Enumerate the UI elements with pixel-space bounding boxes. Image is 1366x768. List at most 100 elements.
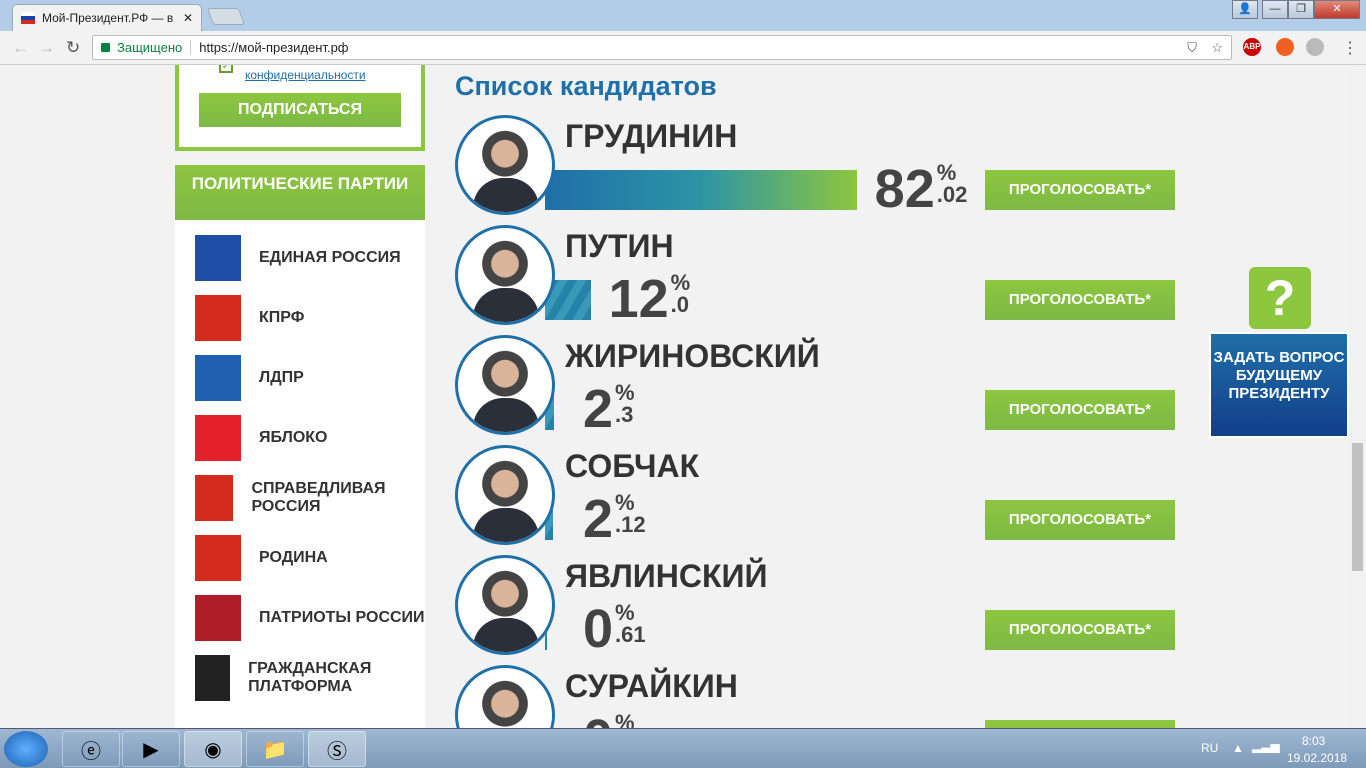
media-player-icon[interactable]: ▶: [122, 731, 180, 767]
ie-icon[interactable]: ⓔ: [62, 731, 120, 767]
percent-sign: %: [615, 490, 635, 515]
start-button[interactable]: [4, 731, 48, 767]
party-item[interactable]: ПАТРИОТЫ РОССИИ: [195, 590, 425, 646]
candidate-percent: 82% .02: [874, 159, 968, 219]
back-icon[interactable]: ←: [12, 38, 29, 57]
new-tab-button[interactable]: [206, 8, 246, 25]
ask-question-widget[interactable]: ? ЗАДАТЬ ВОПРОС БУДУЩЕМУ ПРЕЗИДЕНТУ: [1209, 267, 1349, 438]
maximize-button[interactable]: ❐: [1288, 0, 1314, 19]
close-tab-icon[interactable]: ✕: [182, 11, 193, 25]
candidate-name: ЯВЛИНСКИЙ: [565, 558, 768, 594]
candidate-row: ПУТИН 12% .0 ПРОГОЛОСОВАТЬ*: [455, 220, 1185, 330]
toolbar: ← → ↻ Защищено https://мой-президент.рф …: [0, 31, 1366, 65]
scrollbar[interactable]: [1349, 65, 1366, 728]
candidate-row: ЖИРИНОВСКИЙ 2% .3 ПРОГОЛОСОВАТЬ*: [455, 330, 1185, 440]
close-window-button[interactable]: ✕: [1314, 0, 1360, 19]
subscribe-button[interactable]: ПОДПИСАТЬСЯ: [199, 93, 401, 127]
reload-icon[interactable]: ↻: [66, 38, 81, 57]
candidate-percent: 2% .12: [583, 489, 646, 549]
party-name: ЯБЛОКО: [259, 429, 328, 446]
extension-search-icon[interactable]: [1306, 38, 1324, 56]
party-logo-icon: [195, 595, 241, 641]
candidate-row: ГРУДИНИН 82% .02 ПРОГОЛОСОВАТЬ*: [455, 110, 1185, 220]
russia-flag-icon: [21, 12, 35, 24]
candidate-photo: [455, 335, 555, 435]
ask-question-button[interactable]: ЗАДАТЬ ВОПРОС БУДУЩЕМУ ПРЕЗИДЕНТУ: [1209, 332, 1349, 438]
percent-sign: %: [615, 380, 635, 405]
candidate-photo: [455, 445, 555, 545]
party-logo-icon: [195, 295, 241, 341]
party-name: ПАТРИОТЫ РОССИИ: [259, 609, 425, 626]
party-item[interactable]: ЕДИНАЯ РОССИЯ: [195, 230, 425, 286]
parties-panel: ПОЛИТИЧЕСКИЕ ПАРТИИ ЕДИНАЯ РОССИЯ КПРФ ЛДП…: [175, 165, 425, 728]
question-icon: ?: [1249, 267, 1311, 329]
party-logo-icon: [195, 535, 241, 581]
vote-button[interactable]: ПРОГОЛОСОВАТЬ*: [985, 390, 1175, 430]
page-title: Список кандидатов: [455, 71, 717, 101]
vote-button[interactable]: ПРОГОЛОСОВАТЬ*: [985, 720, 1175, 728]
vote-button[interactable]: ПРОГОЛОСОВАТЬ*: [985, 500, 1175, 540]
language-indicator[interactable]: RU: [1201, 741, 1219, 755]
taskbar: ⓔ ▶ ◉ 📁 Ⓢ RU ▲ ▂▃▅ 8:03 19.02.2018: [0, 728, 1366, 768]
party-item[interactable]: РОДИНА: [195, 530, 425, 586]
percent-sign: %: [936, 160, 957, 185]
scrollbar-thumb[interactable]: [1352, 443, 1363, 571]
vote-button[interactable]: ПРОГОЛОСОВАТЬ*: [985, 170, 1175, 210]
percent-sign: %: [615, 710, 635, 729]
vote-button[interactable]: ПРОГОЛОСОВАТЬ*: [985, 280, 1175, 320]
bookmark-star-icon[interactable]: ☆: [1211, 39, 1223, 55]
party-item[interactable]: ЛДПР: [195, 350, 425, 406]
candidate-name: СОБЧАК: [565, 448, 700, 484]
extension-icon[interactable]: [1276, 38, 1294, 56]
party-item[interactable]: СПРАВЕДЛИВАЯ РОССИЯ: [195, 470, 425, 526]
forward-icon[interactable]: →: [38, 38, 55, 57]
candidate-name: ЖИРИНОВСКИЙ: [565, 338, 820, 374]
candidate-percent: 0%: [583, 710, 635, 729]
chrome-icon[interactable]: ◉: [184, 731, 242, 767]
privacy-link[interactable]: конфиденциальности: [245, 68, 366, 82]
candidate-row: ЯВЛИНСКИЙ 0% .61 ПРОГОЛОСОВАТЬ*: [455, 550, 1185, 660]
candidate-percent: 0% .61: [583, 599, 646, 659]
address-bar[interactable]: Защищено https://мой-президент.рф ⛉ ☆: [92, 35, 1232, 60]
tab-strip: Мой-Президент.РФ — в ✕ 👤 — ❐ ✕: [0, 0, 1366, 31]
percent-sign: %: [670, 270, 691, 295]
candidate-percent: 2% .3: [583, 379, 635, 439]
party-logo-icon: [195, 415, 241, 461]
parties-title: ПОЛИТИЧЕСКИЕ ПАРТИИ: [175, 165, 425, 220]
party-logo-icon: [195, 355, 241, 401]
subscribe-box: ✓ конфиденциальности ПОДПИСАТЬСЯ: [175, 65, 425, 151]
skype-icon[interactable]: Ⓢ: [308, 731, 366, 767]
party-item[interactable]: КПРФ: [195, 290, 425, 346]
party-name: КПРФ: [259, 309, 305, 326]
party-name: СПРАВЕДЛИВАЯ РОССИЯ: [251, 480, 386, 515]
page-content: ✓ конфиденциальности ПОДПИСАТЬСЯ ПОЛИТИЧ…: [0, 65, 1349, 728]
candidate-photo: [455, 225, 555, 325]
checkbox-checked-icon[interactable]: ✓: [219, 65, 233, 73]
party-name: ЕДИНАЯ РОССИЯ: [259, 249, 401, 266]
party-logo-icon: [195, 235, 241, 281]
vote-button[interactable]: ПРОГОЛОСОВАТЬ*: [985, 610, 1175, 650]
browser-tab[interactable]: Мой-Президент.РФ — в ✕: [12, 4, 202, 31]
profile-icon[interactable]: 👤: [1232, 0, 1258, 19]
party-item[interactable]: ЯБЛОКО: [195, 410, 425, 466]
network-icon[interactable]: ▂▃▅: [1252, 739, 1280, 753]
clock-date[interactable]: 19.02.2018: [1287, 751, 1348, 765]
party-name: ЛДПР: [259, 369, 304, 386]
percent-bar: [545, 500, 554, 540]
adblock-icon[interactable]: ABP: [1243, 38, 1261, 56]
minimize-button[interactable]: —: [1262, 0, 1288, 19]
clock-time[interactable]: 8:03: [1302, 734, 1326, 748]
percent-bar: [545, 170, 857, 210]
candidate-photo: [455, 555, 555, 655]
candidate-name: СУРАЙКИН: [565, 668, 738, 704]
menu-icon[interactable]: ⋮: [1342, 40, 1358, 57]
explorer-icon[interactable]: 📁: [246, 731, 304, 767]
candidate-row: СОБЧАК 2% .12 ПРОГОЛОСОВАТЬ*: [455, 440, 1185, 550]
party-item[interactable]: ГРАЖДАНСКАЯ ПЛАТФОРМА: [195, 650, 425, 706]
candidate-photo: [455, 665, 555, 728]
tray-arrow-icon[interactable]: ▲: [1232, 741, 1244, 755]
candidate-name: ПУТИН: [565, 228, 674, 264]
candidate-row: СУРАЙКИН 0% ПРОГОЛОСОВАТЬ*: [455, 660, 1185, 728]
blocked-popup-icon[interactable]: ⛉: [1187, 39, 1197, 55]
candidate-percent: 12% .0: [608, 269, 691, 329]
